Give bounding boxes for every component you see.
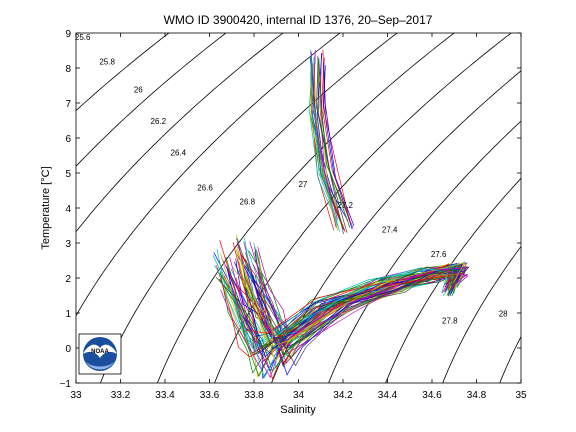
profile-line: [219, 263, 455, 374]
profile-line: [236, 242, 466, 347]
y-tick-label: 1: [65, 309, 71, 320]
chart-title: WMO ID 3900420, internal ID 1376, 20–Sep…: [164, 13, 433, 27]
density-contour: [100, 33, 398, 383]
profile-line: [323, 62, 355, 226]
y-tick-label: 6: [65, 134, 71, 145]
profile-line: [215, 266, 456, 356]
y-tick-label: 3: [65, 239, 71, 250]
profile-line: [318, 57, 351, 228]
profile-line: [316, 63, 344, 235]
density-label: 27.4: [382, 226, 398, 235]
logo-wave-shape: [86, 362, 114, 370]
density-label: 28: [499, 310, 508, 319]
x-tick-label: 34.2: [333, 390, 353, 401]
density-label: 26.6: [197, 184, 213, 193]
logo-bird-shape: [83, 344, 117, 358]
x-tick-label: 34.8: [467, 390, 487, 401]
y-axis-label: Temperature [°C]: [40, 166, 52, 249]
logo-text: NOAA: [91, 349, 109, 355]
density-label: 27.8: [442, 317, 458, 326]
profile-line: [322, 63, 351, 220]
x-axis-label: Salinity: [280, 404, 316, 416]
y-tick-label: 7: [65, 99, 71, 110]
noaa-logo: NOAA: [78, 333, 122, 375]
density-contour: [76, 33, 170, 112]
profile-line: [310, 64, 337, 229]
profile-line: [218, 269, 453, 377]
x-tick-label: 33: [70, 390, 82, 401]
y-tick-label: 2: [65, 274, 71, 285]
y-tick-labels: −1 0 1 2 3 4 5 6 7 8 9: [60, 29, 72, 390]
profile-line: [225, 265, 457, 350]
profile-line: [312, 49, 338, 220]
density-label: 26.4: [171, 149, 187, 158]
profile-line: [244, 237, 463, 335]
profile-line: [316, 53, 349, 221]
y-tick-label: 0: [65, 344, 71, 355]
density-label: 27.6: [431, 250, 447, 259]
x-tick-label: 33.4: [155, 390, 175, 401]
x-tick-label: 33.8: [244, 390, 264, 401]
axes: [75, 32, 522, 384]
density-contour: [76, 33, 284, 233]
profile-line: [232, 242, 463, 340]
density-label: 25.8: [99, 58, 115, 67]
profile-line: [218, 272, 451, 350]
profile-line: [225, 256, 456, 347]
x-tick-label: 33.2: [111, 390, 131, 401]
y-tick-label: −1: [60, 379, 72, 390]
density-label: 26.2: [151, 117, 167, 126]
density-contours: [76, 33, 521, 383]
x-tick-label: 33.6: [200, 390, 220, 401]
y-tick-label: 9: [65, 29, 71, 40]
density-label: 26.8: [240, 198, 256, 207]
profiles-group: [212, 49, 470, 381]
density-label: 27.2: [337, 201, 353, 210]
density-contour: [76, 33, 227, 167]
density-label: 27: [298, 180, 307, 189]
x-tick-labels: 33 33.2 33.4 33.6 33.8 34 34.2 34.4 34.6 34.8 35: [70, 390, 527, 401]
profile-line: [236, 250, 465, 347]
density-label: 25.6: [75, 33, 91, 42]
x-tick-label: 34: [293, 390, 305, 401]
x-tick-label: 35: [515, 390, 527, 401]
profile-line: [309, 57, 342, 225]
x-tick-label: 34.6: [422, 390, 442, 401]
density-contour: [328, 120, 521, 383]
y-tick-label: 5: [65, 169, 71, 180]
x-tick-label: 34.4: [378, 390, 398, 401]
density-contour: [442, 245, 521, 383]
density-contour: [385, 177, 521, 383]
density-contour: [76, 33, 341, 317]
y-tick-label: 4: [65, 204, 71, 215]
density-contour: [157, 33, 455, 383]
density-labels: 25.6 25.8 26 26.2 26.4 26.6 26.8 27 27.2 27.4 27.6…: [75, 33, 508, 326]
density-label: 26: [134, 86, 143, 95]
y-tick-label: 8: [65, 64, 71, 75]
